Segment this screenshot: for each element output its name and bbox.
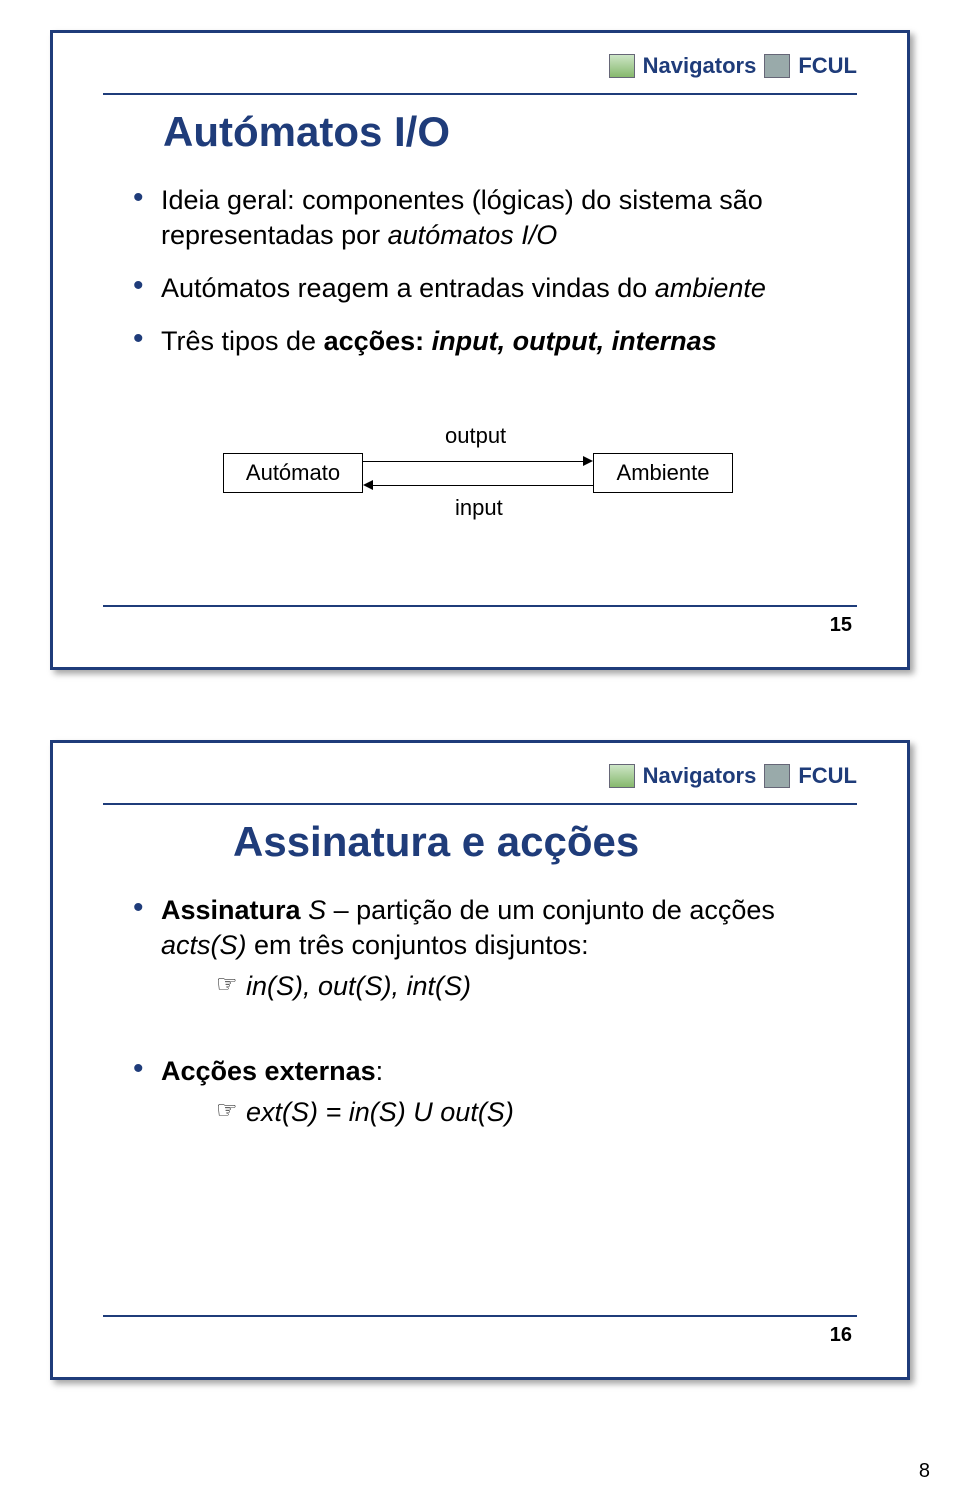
header-rule: Navigators FCUL	[103, 53, 857, 95]
bullet-3: Três tipos de acções: input, output, int…	[133, 324, 847, 359]
brand-group: Navigators FCUL	[609, 763, 857, 789]
fcul-label: FCUL	[798, 763, 857, 789]
slide-title: Assinatura e acções	[233, 818, 639, 866]
brand-group: Navigators FCUL	[609, 53, 857, 79]
slide-number: 16	[830, 1324, 852, 1347]
diagram-right-box: Ambiente	[593, 453, 733, 493]
slide-title: Autómatos I/O	[163, 108, 450, 156]
bullet-1: Assinatura S – partição de um conjunto d…	[133, 893, 847, 1004]
navigators-icon	[609, 764, 635, 788]
bullet-3-text: Três tipos de	[161, 326, 324, 356]
navigators-label: Navigators	[643, 763, 757, 789]
fcul-icon	[764, 764, 790, 788]
arrow-input-head	[363, 480, 373, 490]
diagram-left-box: Autómato	[223, 453, 363, 493]
b1-ital2: acts(S)	[161, 930, 247, 960]
b1-sub: in(S), out(S), int(S)	[216, 969, 847, 1004]
fcul-label: FCUL	[798, 53, 857, 79]
arrow-input-line	[371, 485, 593, 486]
slide-number: 15	[830, 614, 852, 637]
b1-text2: em três conjuntos disjuntos:	[247, 930, 589, 960]
arrow-output-head	[583, 456, 593, 466]
bullet-2: Autómatos reagem a entradas vindas do am…	[133, 271, 847, 306]
automaton-diagram: Autómato Ambiente output input	[223, 403, 743, 543]
slide-body: Assinatura S – partição de um conjunto d…	[133, 883, 847, 1148]
b2-sub: ext(S) = in(S) U out(S)	[216, 1095, 847, 1130]
slide-1: Navigators FCUL Autómatos I/O Ideia gera…	[50, 30, 910, 670]
slide-body: Ideia geral: componentes (lógicas) do si…	[133, 173, 847, 377]
b1-text1: – partição de um conjunto de acções	[326, 895, 775, 925]
arrow-output-line	[363, 461, 585, 462]
b1-ital1: S	[308, 895, 326, 925]
bullet-1-em: autómatos I/O	[388, 220, 558, 250]
fcul-icon	[764, 54, 790, 78]
diagram-input-label: input	[455, 495, 503, 521]
bullet-2-em: ambiente	[655, 273, 766, 303]
bullet-3-em: input, output, internas	[424, 326, 716, 356]
bullet-2-text: Autómatos reagem a entradas vindas do	[161, 273, 655, 303]
footer-rule	[103, 605, 857, 607]
diagram-output-label: output	[445, 423, 506, 449]
bullet-2: Acções externas: ext(S) = in(S) U out(S)	[133, 1054, 847, 1130]
bullet-1: Ideia geral: componentes (lógicas) do si…	[133, 183, 847, 253]
b1-bold: Assinatura	[161, 895, 308, 925]
bullet-3-bold: acções:	[324, 326, 425, 356]
b2-bold: Acções externas	[161, 1056, 376, 1086]
slide-2: Navigators FCUL Assinatura e acções Assi…	[50, 740, 910, 1380]
footer-rule	[103, 1315, 857, 1317]
navigators-label: Navigators	[643, 53, 757, 79]
header-rule: Navigators FCUL	[103, 763, 857, 805]
page-number: 8	[919, 1460, 930, 1483]
b2-colon: :	[376, 1056, 384, 1086]
navigators-icon	[609, 54, 635, 78]
